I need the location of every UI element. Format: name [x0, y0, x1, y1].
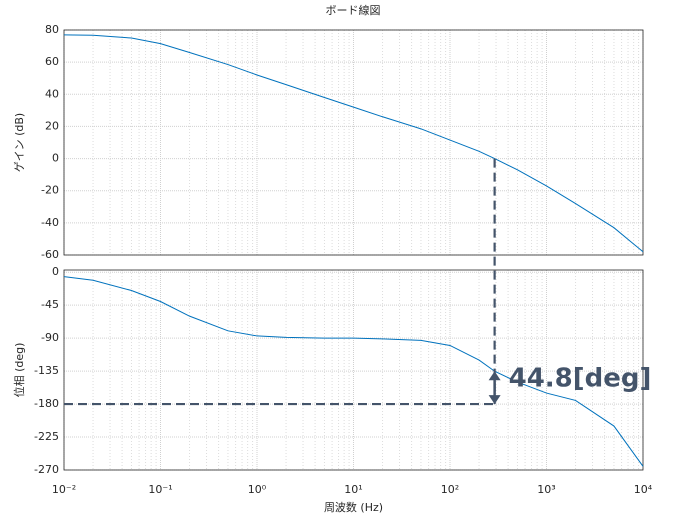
- y-tick-label: -45: [41, 298, 59, 311]
- line: [63, 34, 644, 253]
- y-tick-label: -40: [41, 216, 59, 229]
- x-tick-label: 10²: [441, 483, 459, 496]
- annotation: 44.8[deg]: [509, 364, 652, 394]
- y-tick-label: 60: [45, 55, 59, 68]
- x-tick-label: 10⁴: [634, 483, 653, 496]
- x-tick-label: 10³: [537, 483, 555, 496]
- arrow-head: [488, 395, 501, 405]
- y-tick-label: 20: [45, 119, 59, 132]
- x-tick-label: 10⁻²: [52, 483, 76, 496]
- y-tick-label: 80: [45, 23, 59, 36]
- chart-title: ボード線図: [326, 3, 381, 17]
- arrow-head: [488, 371, 501, 381]
- y-tick-label: -225: [34, 430, 59, 443]
- y-axis-label: ゲイン (dB): [13, 113, 26, 172]
- axes-frame: [63, 269, 644, 471]
- y-tick-label: 40: [45, 87, 59, 100]
- y-tick-label: -20: [41, 184, 59, 197]
- y-tick-label: 0: [52, 265, 59, 278]
- y-tick-label: -180: [34, 397, 59, 410]
- x-tick-label: 10⁰: [248, 483, 267, 496]
- y-tick-label: -90: [41, 331, 59, 344]
- x-tick-label: 10⁻¹: [148, 483, 172, 496]
- y-tick-label: -135: [34, 364, 59, 377]
- axes-frame: [63, 29, 644, 256]
- line: [63, 276, 644, 467]
- y-axis-label: 位相 (deg): [12, 343, 26, 398]
- x-axis-label: 周波数 (Hz): [324, 501, 383, 514]
- x-tick-label: 10¹: [344, 483, 362, 496]
- y-tick-label: 0: [52, 152, 59, 165]
- y-tick-label: -60: [41, 248, 59, 261]
- y-tick-label: -270: [34, 463, 59, 476]
